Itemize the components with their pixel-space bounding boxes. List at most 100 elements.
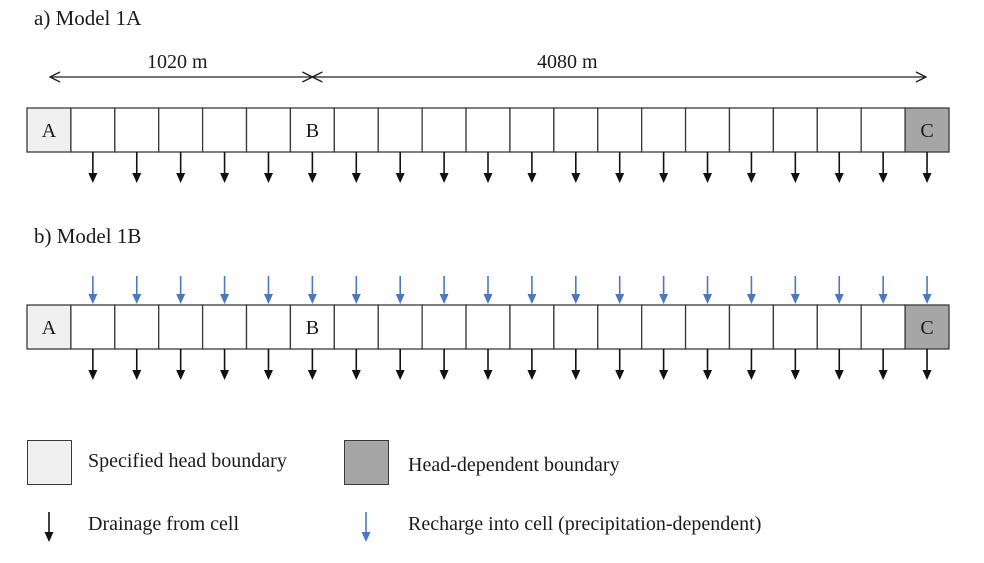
legend-drainage-label: Drainage from cell xyxy=(88,513,240,535)
drainage-arrow xyxy=(922,152,932,183)
grid-cell xyxy=(245,107,292,153)
drainage-arrow xyxy=(307,349,317,380)
recharge-arrow xyxy=(439,276,449,304)
grid-cell xyxy=(377,304,423,350)
drainage-arrow xyxy=(659,349,669,380)
recharge-arrow xyxy=(659,276,669,304)
legend-specified-head-swatch xyxy=(27,440,72,485)
recharge-arrow xyxy=(220,276,230,304)
drainage-arrow xyxy=(351,349,361,380)
legend-head-dependent-swatch xyxy=(344,440,389,485)
grid-cell xyxy=(465,304,511,350)
grid-cell xyxy=(597,107,643,153)
grid-cell xyxy=(728,304,775,350)
model-1b-title: b) Model 1B xyxy=(34,224,142,248)
drainage-arrow xyxy=(132,152,142,183)
drainage-arrow xyxy=(878,152,888,183)
grid-cell xyxy=(377,107,423,153)
drainage-arrow xyxy=(220,152,230,183)
recharge-arrow xyxy=(790,276,800,304)
drainage-arrow xyxy=(439,152,449,183)
drainage-arrow xyxy=(439,349,449,380)
drainage-arrow xyxy=(834,349,844,380)
drainage-arrow xyxy=(176,349,186,380)
recharge-arrow xyxy=(571,276,581,304)
drainage-arrow xyxy=(483,349,493,380)
grid-cell xyxy=(597,304,643,350)
drainage-arrow xyxy=(88,152,98,183)
grid-cell xyxy=(465,107,511,153)
grid-cell xyxy=(26,107,72,153)
grid-cell xyxy=(421,107,467,153)
drainage-arrow xyxy=(307,152,317,183)
grid-cell xyxy=(728,107,775,153)
drainage-arrow xyxy=(527,349,537,380)
grid-cell xyxy=(245,304,292,350)
cell-label-c: C xyxy=(920,120,933,142)
grid-cell xyxy=(509,107,555,153)
drainage-arrow xyxy=(527,152,537,183)
legend-specified-head-label: Specified head boundary xyxy=(88,450,287,472)
recharge-arrow xyxy=(263,276,273,304)
drainage-arrow xyxy=(571,152,581,183)
grid-cell xyxy=(772,107,818,153)
drainage-arrow xyxy=(790,349,800,380)
recharge-arrow xyxy=(176,276,186,304)
recharge-arrow xyxy=(615,276,625,304)
drainage-arrow xyxy=(395,152,405,183)
drainage-arrow xyxy=(615,349,625,380)
cell-label-c: C xyxy=(920,317,933,339)
drainage-arrow xyxy=(878,349,888,380)
drainage-arrow xyxy=(263,349,273,380)
grid-cell xyxy=(816,304,862,350)
drainage-arrow xyxy=(395,349,405,380)
grid-cell xyxy=(70,304,116,350)
grid-cell xyxy=(333,304,379,350)
drainage-arrow xyxy=(746,349,756,380)
drainage-arrow xyxy=(834,152,844,183)
recharge-arrow xyxy=(483,276,493,304)
recharge-arrow xyxy=(878,276,888,304)
legend-recharge-arrow-icon xyxy=(361,512,371,542)
drainage-arrow xyxy=(351,152,361,183)
model-1a-cell-row: A B C xyxy=(26,107,950,183)
grid-cell xyxy=(509,304,555,350)
legend-head-dependent-label: Head-dependent boundary xyxy=(408,454,620,476)
recharge-arrow xyxy=(746,276,756,304)
recharge-arrow xyxy=(307,276,317,304)
cell-label-a: A xyxy=(42,317,57,339)
grid-cell xyxy=(158,107,204,153)
grid-cell xyxy=(904,107,950,153)
legend-drainage-arrow-icon xyxy=(44,512,54,542)
drainage-arrow xyxy=(220,349,230,380)
grid-cell xyxy=(26,304,72,350)
model-1a-title: a) Model 1A xyxy=(34,6,142,30)
grid-cell xyxy=(421,304,467,350)
recharge-arrow xyxy=(922,276,932,304)
legend-recharge-label: Recharge into cell (precipitation-depend… xyxy=(408,513,762,535)
dimension-right-label: 4080 m xyxy=(537,51,598,73)
grid-cell xyxy=(333,107,379,153)
cell-label-a: A xyxy=(42,120,57,142)
drainage-arrow xyxy=(746,152,756,183)
dimension-left-label: 1020 m xyxy=(147,51,208,73)
grid-cell xyxy=(816,107,862,153)
recharge-arrow xyxy=(834,276,844,304)
grid-cell xyxy=(684,304,731,350)
drainage-arrow xyxy=(263,152,273,183)
recharge-arrow xyxy=(132,276,142,304)
recharge-arrow xyxy=(703,276,713,304)
grid-cell xyxy=(201,107,248,153)
drainage-arrow xyxy=(703,152,713,183)
grid-cell xyxy=(860,107,906,153)
grid-cell xyxy=(201,304,248,350)
grid-cell xyxy=(553,304,599,350)
drainage-arrow xyxy=(790,152,800,183)
drainage-arrow xyxy=(483,152,493,183)
grid-cell xyxy=(641,304,687,350)
recharge-arrow xyxy=(351,276,361,304)
grid-cell xyxy=(114,107,160,153)
drainage-arrow xyxy=(132,349,142,380)
grid-cell xyxy=(70,107,116,153)
